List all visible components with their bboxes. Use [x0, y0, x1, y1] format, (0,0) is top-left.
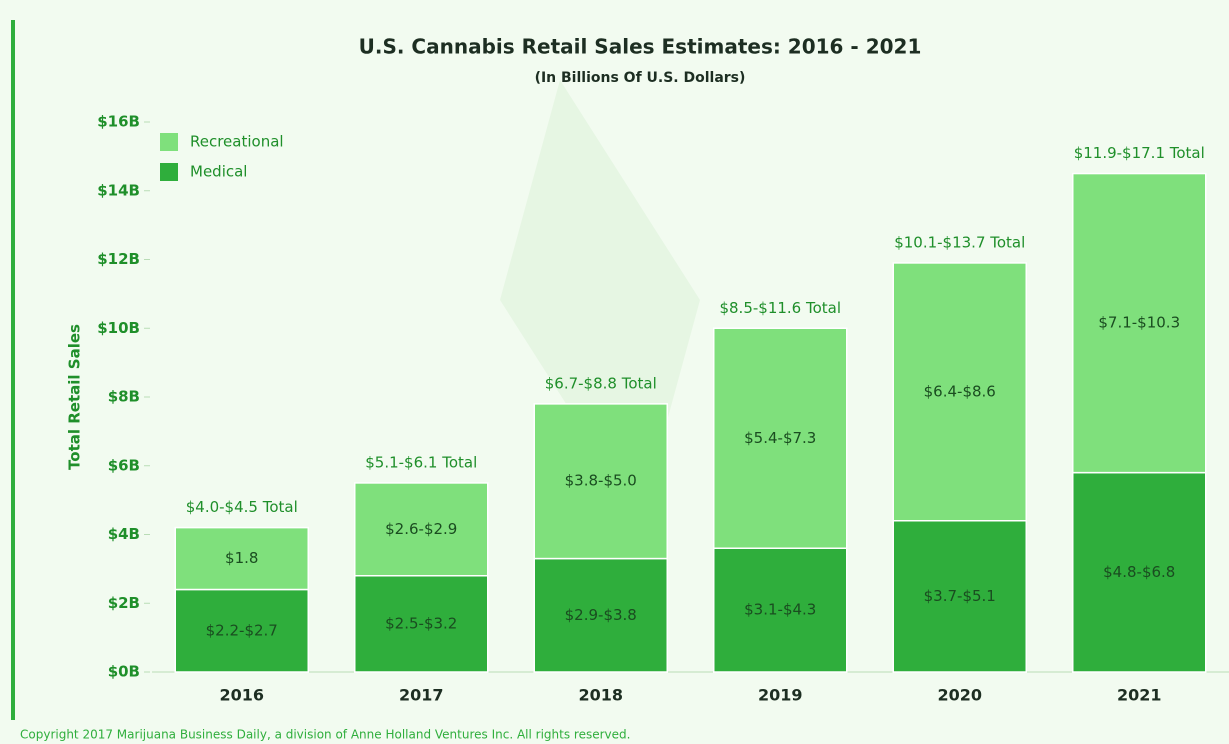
bar-segment	[713, 547, 848, 673]
x-tick-label: 2021	[1117, 686, 1162, 705]
bar-segment	[892, 262, 1027, 522]
bar-segment	[1072, 172, 1207, 474]
x-tick-label: 2017	[399, 686, 444, 705]
segment-label: $5.4-$7.3	[744, 429, 816, 447]
bar-segment	[174, 526, 309, 591]
segment-label: $3.8-$5.0	[565, 472, 637, 490]
total-label: $11.9-$17.1 Total	[1074, 144, 1205, 162]
segment-label: $7.1-$10.3	[1098, 314, 1180, 332]
segment-label: $2.5-$3.2	[385, 614, 457, 632]
total-label: $10.1-$13.7 Total	[894, 233, 1025, 251]
y-tick-label: $0B	[108, 663, 140, 681]
y-tick-label: $4B	[108, 525, 140, 543]
y-axis-label: Total Retail Sales	[66, 324, 84, 470]
bar-segment	[892, 520, 1027, 673]
x-tick-label: 2020	[937, 686, 982, 705]
legend-label: Medical	[190, 163, 247, 181]
bar-segment	[713, 327, 848, 549]
chart-subtitle: (In Billions Of U.S. Dollars)	[535, 70, 746, 86]
bar-segment	[533, 403, 668, 560]
total-label: $4.0-$4.5 Total	[186, 498, 298, 516]
x-tick-label: 2019	[758, 686, 803, 705]
bar-segment	[174, 588, 309, 673]
footnote: Copyright 2017 Marijuana Business Daily,…	[20, 728, 630, 742]
y-tick-label: $10B	[97, 319, 140, 337]
segment-label: $2.2-$2.7	[206, 621, 278, 639]
y-tick-label: $16B	[97, 113, 140, 131]
legend-swatch	[160, 163, 178, 181]
segment-label: $4.8-$6.8	[1103, 563, 1175, 581]
segment-label: $6.4-$8.6	[924, 382, 996, 400]
x-tick-label: 2016	[219, 686, 264, 705]
side-rule	[11, 20, 15, 720]
y-tick-label: $2B	[108, 594, 140, 612]
segment-label: $1.8	[225, 549, 258, 567]
total-label: $8.5-$11.6 Total	[719, 299, 841, 317]
y-tick-label: $14B	[97, 181, 140, 199]
chart-title: U.S. Cannabis Retail Sales Estimates: 20…	[359, 35, 922, 59]
bar-segment	[354, 575, 489, 673]
y-tick-label: $8B	[108, 388, 140, 406]
segment-label: $2.9-$3.8	[565, 606, 637, 624]
legend-swatch	[160, 133, 178, 151]
y-tick-label: $12B	[97, 250, 140, 268]
segment-label: $3.1-$4.3	[744, 601, 816, 619]
bar-segment	[354, 482, 489, 577]
total-label: $5.1-$6.1 Total	[365, 453, 477, 471]
bar-segment	[1072, 471, 1207, 673]
x-tick-label: 2018	[578, 686, 623, 705]
bar-segment	[533, 557, 668, 673]
segment-label: $3.7-$5.1	[924, 587, 996, 605]
total-label: $6.7-$8.8 Total	[545, 374, 657, 392]
legend-label: Recreational	[190, 133, 284, 151]
segment-label: $2.6-$2.9	[385, 520, 457, 538]
y-tick-label: $6B	[108, 456, 140, 474]
